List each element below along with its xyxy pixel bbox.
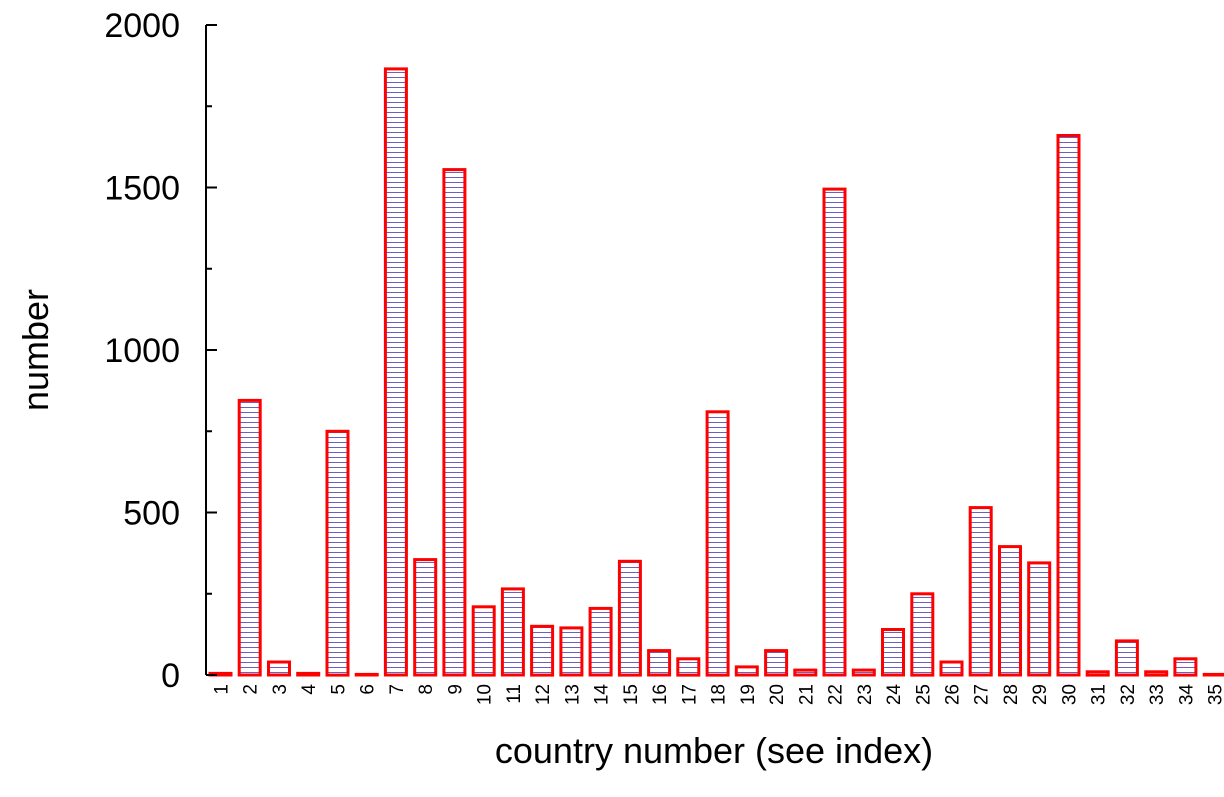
y-tick-label: 2000 <box>104 7 180 45</box>
bar-5 <box>325 429 350 677</box>
bar-2 <box>237 398 262 677</box>
bar-31 <box>1085 670 1110 677</box>
x-tick-label: 8 <box>416 684 437 695</box>
x-tick-label: 27 <box>972 684 993 705</box>
x-tick-label: 34 <box>1176 684 1197 706</box>
x-tick-label: 32 <box>1118 684 1139 705</box>
y-axis-title: number <box>15 289 56 411</box>
x-tick-label: 15 <box>621 684 642 705</box>
bar-22 <box>822 187 847 677</box>
x-tick-label: 2 <box>241 684 262 695</box>
bar-7 <box>383 67 408 677</box>
bar-21 <box>793 668 818 677</box>
x-tick-label: 9 <box>445 684 466 695</box>
x-tick-label: 5 <box>329 684 350 695</box>
x-ticks-layer: 1 2 3 4 5 6 7 8 9 10 11 12 13 14 15 16 17 18 19 20 21 22 23 24 2… <box>212 684 1224 706</box>
x-tick-label: 7 <box>387 684 408 695</box>
x-tick-label: 23 <box>855 684 876 705</box>
bar-9 <box>442 168 467 677</box>
bar-26 <box>939 660 964 677</box>
x-tick-label: 19 <box>738 684 759 705</box>
y-tick-label: 0 <box>161 657 180 695</box>
x-tick-label: 17 <box>679 684 700 705</box>
bar-3 <box>267 660 291 677</box>
bar-15 <box>617 559 642 677</box>
bar-13 <box>559 626 584 677</box>
x-axis-title: country number (see index) <box>495 730 933 771</box>
x-tick-label: 13 <box>562 684 583 705</box>
x-tick-label: 28 <box>1001 684 1022 705</box>
x-tick-label: 20 <box>767 684 788 705</box>
bar-32 <box>1114 639 1139 677</box>
x-tick-label: 29 <box>1030 684 1051 705</box>
bar-16 <box>647 649 672 677</box>
bar-17 <box>676 657 701 677</box>
x-tick-label: 10 <box>475 684 496 705</box>
bar-18 <box>705 410 730 677</box>
bar-20 <box>764 649 789 677</box>
x-tick-label: 21 <box>796 684 817 705</box>
bars-layer <box>208 67 1224 677</box>
x-tick-label: 3 <box>270 684 291 695</box>
x-tick-label: 24 <box>884 684 905 706</box>
x-tick-label: 33 <box>1147 684 1168 705</box>
x-tick-label: 31 <box>1089 684 1110 705</box>
x-tick-label: 22 <box>826 684 847 705</box>
y-ticks-layer: 0 500 1000 1500 2000 <box>104 7 217 695</box>
x-tick-label: 25 <box>913 684 934 705</box>
y-tick-label: 1000 <box>104 332 180 370</box>
bar-11 <box>500 587 525 677</box>
bar-35 <box>1202 672 1224 677</box>
bar-27 <box>968 506 993 677</box>
bar-34 <box>1173 657 1198 677</box>
x-tick-label: 1 <box>212 684 233 695</box>
bar-24 <box>881 628 905 677</box>
bar-12 <box>530 624 555 677</box>
bar-10 <box>471 605 496 677</box>
bar-19 <box>734 665 759 677</box>
y-tick-label: 1500 <box>104 170 180 208</box>
bar-33 <box>1144 670 1169 677</box>
x-tick-label: 4 <box>299 684 320 695</box>
y-tick-label: 500 <box>123 495 180 533</box>
x-tick-label: 11 <box>504 684 525 704</box>
bar-30 <box>1056 134 1081 677</box>
x-tick-label: 30 <box>1060 684 1081 705</box>
bar-28 <box>998 545 1022 677</box>
x-tick-label: 12 <box>533 684 554 705</box>
x-tick-label: 14 <box>592 684 613 706</box>
bar-8 <box>413 558 438 677</box>
bar-6 <box>354 672 379 677</box>
x-tick-label: 16 <box>650 684 671 705</box>
x-tick-label: 35 <box>1206 684 1224 705</box>
bar-23 <box>851 668 876 677</box>
bar-29 <box>1027 561 1052 677</box>
bar-25 <box>910 592 935 677</box>
x-tick-label: 26 <box>943 684 964 705</box>
x-tick-label: 6 <box>358 684 379 695</box>
x-tick-label: 18 <box>709 684 730 705</box>
bar-4 <box>296 671 321 677</box>
bar-14 <box>588 606 613 677</box>
